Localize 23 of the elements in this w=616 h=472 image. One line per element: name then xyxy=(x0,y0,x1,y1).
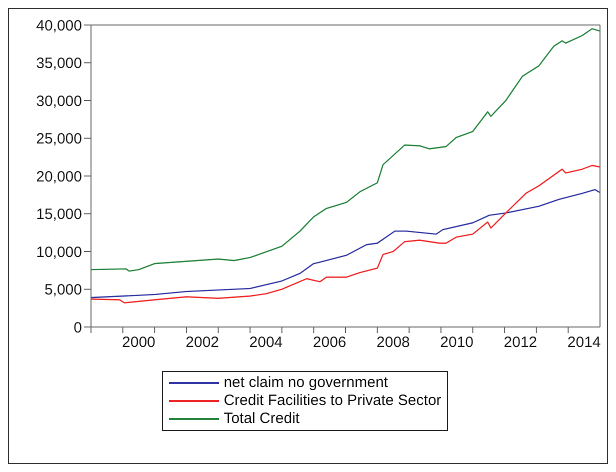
line-series xyxy=(91,28,600,272)
legend-label: Credit Facilities to Private Sector xyxy=(224,392,442,410)
x-tick-label: 2012 xyxy=(504,334,538,351)
y-tick-label: 30,000 xyxy=(36,92,82,110)
y-tick-label: 20,000 xyxy=(36,168,82,186)
x-tick-label: 2004 xyxy=(249,334,283,351)
x-tick-label: 2002 xyxy=(186,334,220,351)
x-tick-label: 2006 xyxy=(312,334,346,351)
line-series xyxy=(91,188,600,298)
legend-label: Total Credit xyxy=(224,410,300,428)
y-tick-label: 15,000 xyxy=(36,206,82,224)
y-tick-label: 25,000 xyxy=(36,130,82,148)
x-tick-label: 2010 xyxy=(440,334,474,351)
x-tick-label: 2000 xyxy=(122,334,156,351)
y-tick-label: 35,000 xyxy=(36,55,82,72)
legend-label: net claim no government xyxy=(224,374,388,392)
line-series xyxy=(91,164,600,304)
y-tick-label: 5,000 xyxy=(44,282,82,299)
y-tick-label: 40,000 xyxy=(36,17,82,34)
x-tick-label: 2014 xyxy=(567,334,601,351)
y-tick-label: 0 xyxy=(74,319,82,336)
y-tick-label: 10,000 xyxy=(36,244,82,261)
x-tick-label: 2008 xyxy=(376,334,410,351)
